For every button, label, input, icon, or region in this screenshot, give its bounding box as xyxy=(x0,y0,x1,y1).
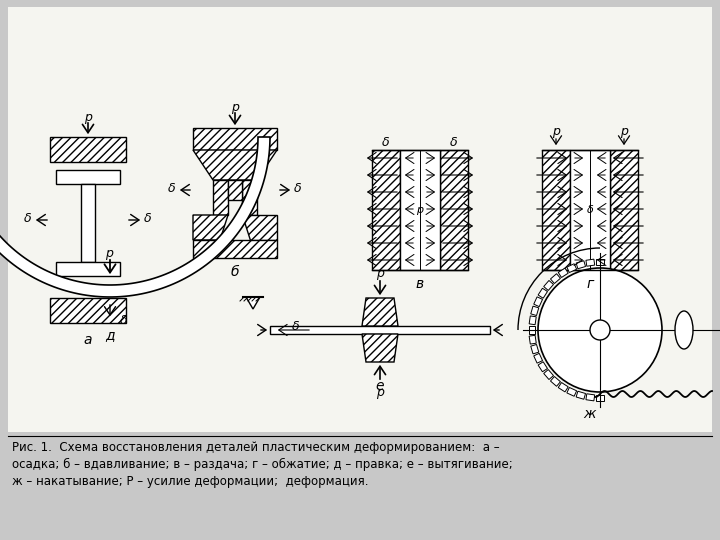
Polygon shape xyxy=(551,274,560,284)
Bar xyxy=(50,137,126,162)
Text: Рис. 1.  Схема восстановления деталей пластическим деформированием:  а –: Рис. 1. Схема восстановления деталей пла… xyxy=(12,441,500,454)
Polygon shape xyxy=(193,150,277,180)
Text: р: р xyxy=(231,100,239,113)
Text: δ: δ xyxy=(168,181,176,194)
Polygon shape xyxy=(544,369,554,380)
Polygon shape xyxy=(586,259,595,266)
Polygon shape xyxy=(362,334,398,362)
Polygon shape xyxy=(558,268,568,278)
Text: р: р xyxy=(376,386,384,399)
Text: е: е xyxy=(376,379,384,393)
Text: р: р xyxy=(376,267,384,280)
Polygon shape xyxy=(558,382,568,392)
Polygon shape xyxy=(531,345,539,354)
Polygon shape xyxy=(538,362,547,372)
Polygon shape xyxy=(596,259,604,265)
Bar xyxy=(8,7,712,432)
Bar xyxy=(56,170,120,184)
Bar xyxy=(400,150,440,270)
Bar xyxy=(193,240,277,258)
Bar xyxy=(570,150,610,270)
Text: д: д xyxy=(105,328,114,342)
Ellipse shape xyxy=(675,311,693,349)
Text: δ: δ xyxy=(24,212,32,225)
Bar xyxy=(242,180,257,215)
Polygon shape xyxy=(529,326,535,334)
Text: р: р xyxy=(620,125,628,138)
Polygon shape xyxy=(242,215,277,240)
Polygon shape xyxy=(538,288,547,298)
Polygon shape xyxy=(529,316,536,325)
Text: δ: δ xyxy=(144,212,152,225)
Bar xyxy=(228,180,242,200)
Circle shape xyxy=(590,320,610,340)
Bar xyxy=(56,262,120,276)
Text: б: б xyxy=(230,265,239,279)
Bar xyxy=(193,128,277,150)
Bar xyxy=(213,180,228,215)
Polygon shape xyxy=(362,298,398,326)
Text: δ: δ xyxy=(120,314,127,327)
Text: δ: δ xyxy=(294,181,302,194)
Bar xyxy=(372,150,400,270)
Polygon shape xyxy=(534,353,543,363)
Polygon shape xyxy=(567,264,577,273)
Polygon shape xyxy=(576,261,585,269)
Text: р: р xyxy=(416,205,423,215)
Text: δ: δ xyxy=(587,205,593,215)
Text: р: р xyxy=(84,111,92,124)
Text: δ: δ xyxy=(382,136,390,148)
Text: р: р xyxy=(105,246,113,260)
Polygon shape xyxy=(544,280,554,291)
Bar xyxy=(50,298,126,323)
Polygon shape xyxy=(576,392,585,399)
Polygon shape xyxy=(529,335,536,344)
Polygon shape xyxy=(534,297,543,307)
Bar xyxy=(440,150,468,270)
Text: ж: ж xyxy=(584,407,596,421)
Polygon shape xyxy=(596,395,604,401)
Polygon shape xyxy=(531,306,539,315)
Text: а: а xyxy=(84,333,92,347)
Polygon shape xyxy=(567,388,577,396)
Polygon shape xyxy=(193,215,228,240)
Text: δ: δ xyxy=(292,321,300,334)
Circle shape xyxy=(538,268,662,392)
Bar xyxy=(542,150,570,270)
Text: ж – накатывание; P – усилие деформации;  деформация.: ж – накатывание; P – усилие деформации; … xyxy=(12,475,369,488)
Bar xyxy=(610,150,638,270)
Text: р: р xyxy=(552,125,560,138)
Text: г: г xyxy=(586,277,593,291)
Polygon shape xyxy=(551,376,560,386)
Bar xyxy=(270,326,490,334)
Polygon shape xyxy=(586,394,595,401)
Text: в: в xyxy=(416,277,424,291)
Bar xyxy=(81,184,95,262)
Text: осадка; б – вдавливание; в – раздача; г – обжатие; д – правка; е – вытягивание;: осадка; б – вдавливание; в – раздача; г … xyxy=(12,458,513,471)
Polygon shape xyxy=(0,137,270,297)
Text: δ: δ xyxy=(450,136,458,148)
Polygon shape xyxy=(246,297,260,309)
